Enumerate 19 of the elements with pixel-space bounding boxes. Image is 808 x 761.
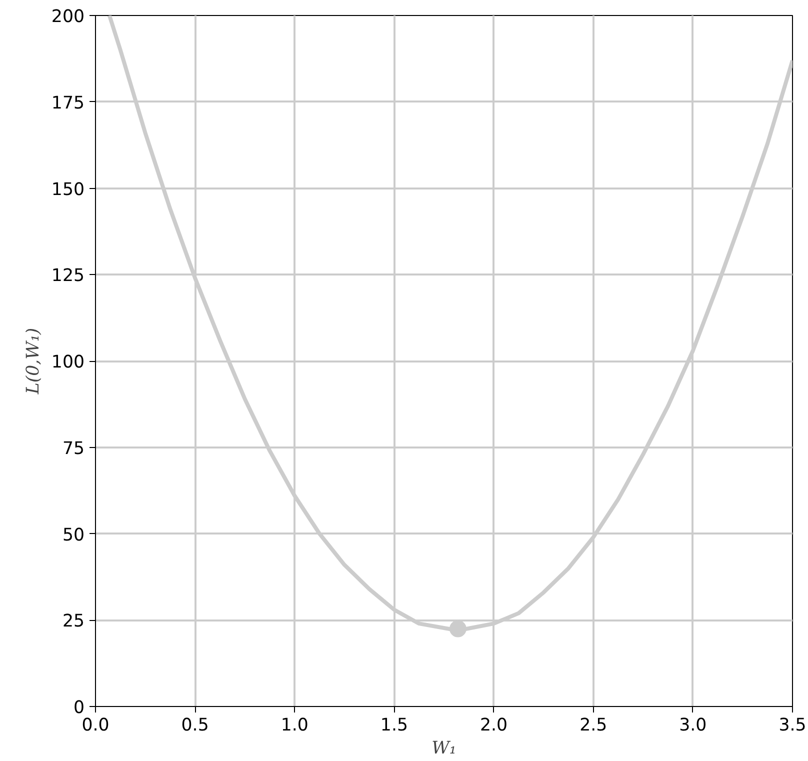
x-tick-label: 3.0	[679, 716, 707, 736]
x-tick-label: 1.0	[280, 716, 308, 736]
y-tick-label: 0	[73, 698, 85, 718]
x-tick-label: 0.0	[82, 716, 110, 736]
y-tick-label: 50	[62, 525, 85, 546]
x-axis-title: W₁	[432, 738, 456, 758]
y-tick-label: 125	[51, 266, 85, 286]
y-tick-label: 150	[51, 180, 85, 200]
y-tick-label: 25	[62, 612, 85, 632]
x-tick-label: 2.5	[580, 716, 608, 736]
x-tick-label: 3.5	[778, 716, 806, 736]
y-tick-label: 200	[51, 7, 85, 27]
y-axis-title: L(0,W₁)	[23, 328, 44, 396]
y-tick-label: 100	[51, 352, 85, 372]
x-tick-label: 1.5	[380, 716, 408, 736]
y-tick-label: 175	[51, 93, 85, 114]
x-tick-label: 0.5	[181, 716, 209, 736]
y-tick-label: 75	[62, 438, 85, 459]
x-tick-label: 2.0	[480, 716, 508, 736]
